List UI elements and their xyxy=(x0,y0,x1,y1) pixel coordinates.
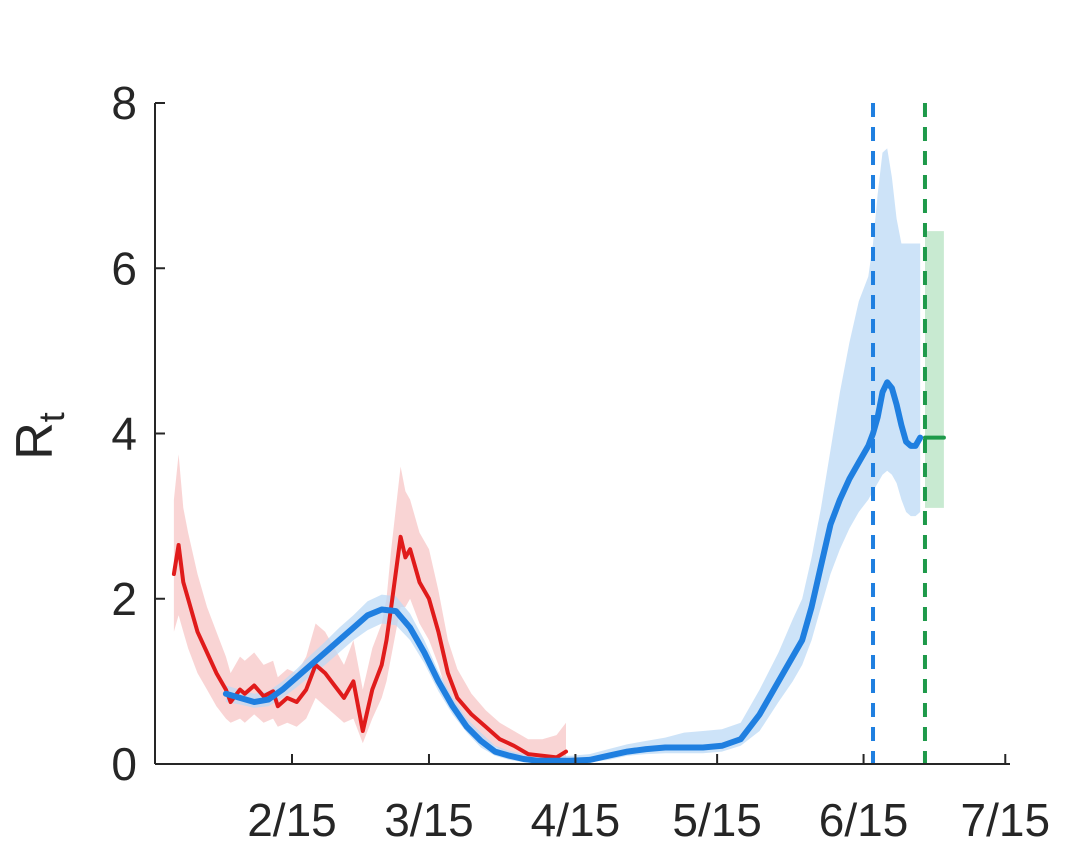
axes: 0 2 4 6 8 2/15 3/15 4/15 5/15 6/15 7/15 xyxy=(111,77,1050,846)
series-1-band xyxy=(225,148,921,764)
y-tick-label-1: 2 xyxy=(111,573,137,625)
x-tick-label-1: 3/15 xyxy=(384,794,474,846)
series-0-band xyxy=(173,454,566,763)
y-tick-label-2: 4 xyxy=(111,408,137,460)
confidence-bands xyxy=(173,148,944,764)
x-tick-label-4: 6/15 xyxy=(819,794,909,846)
series-lines xyxy=(171,379,946,764)
y-tick-label-3: 6 xyxy=(111,242,137,294)
x-tick-label-5: 7/15 xyxy=(961,794,1051,846)
y-tick-label-0: 0 xyxy=(111,738,137,790)
y-tick-label-4: 8 xyxy=(111,77,137,129)
x-tick-label-3: 5/15 xyxy=(672,794,762,846)
series-1-line xyxy=(222,379,924,764)
y-axis-label: Rt xyxy=(6,412,72,460)
x-tick-label-0: 2/15 xyxy=(247,794,337,846)
series-2-band xyxy=(925,231,944,508)
x-tick-label-2: 4/15 xyxy=(531,794,621,846)
